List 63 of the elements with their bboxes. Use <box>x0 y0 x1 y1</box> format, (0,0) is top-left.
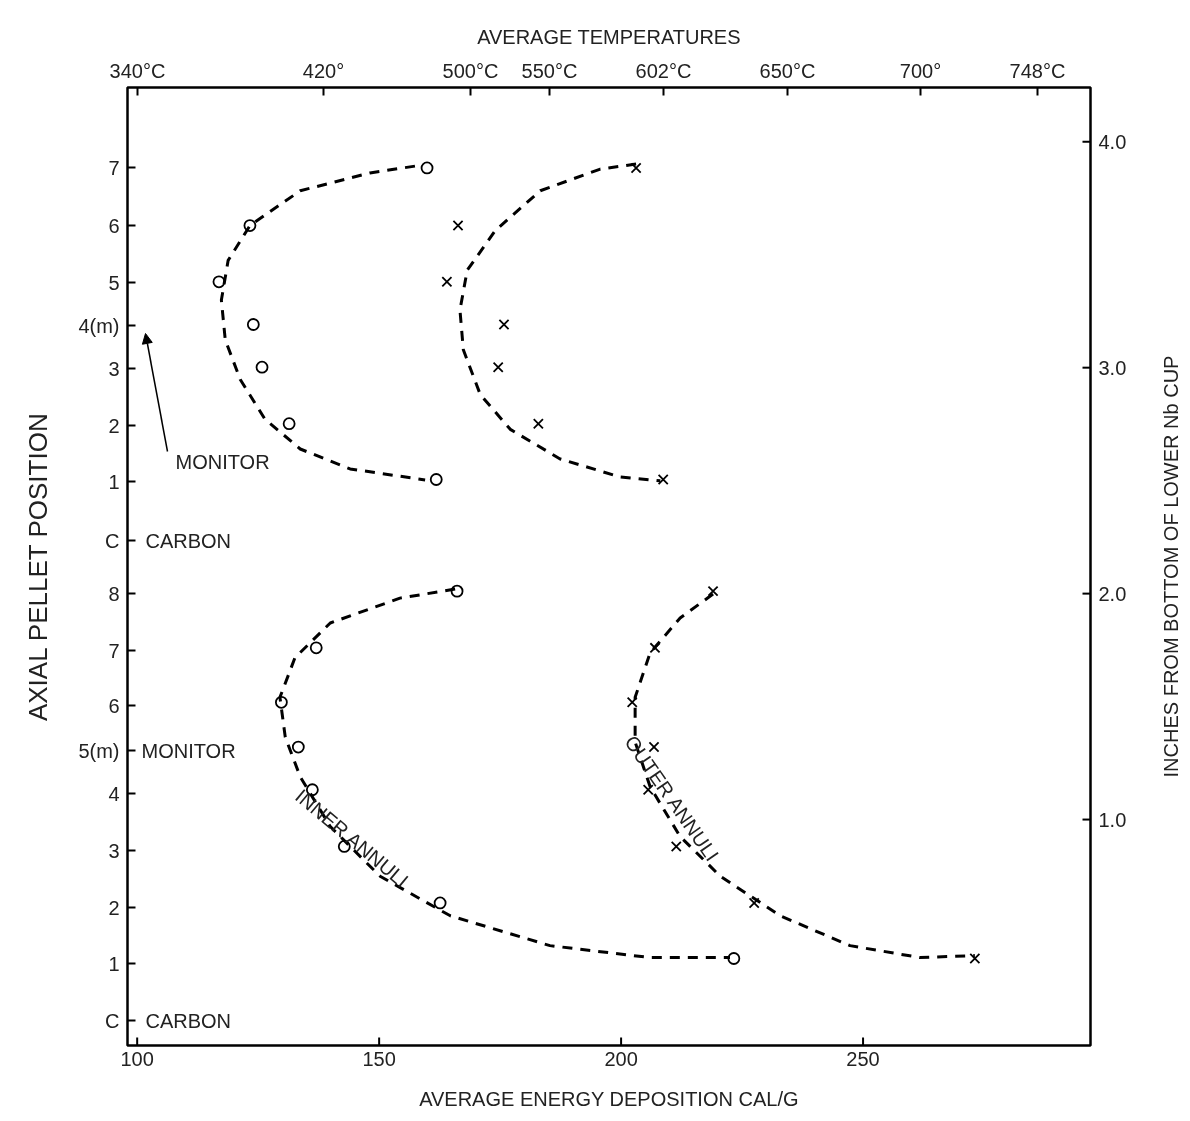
point <box>626 696 638 708</box>
x-axis-title: AVERAGE ENERGY DEPOSITION CAL/G <box>419 1087 799 1110</box>
x-tick-label: 250 <box>846 1047 880 1070</box>
text: 6 <box>108 694 120 717</box>
annotation: MONITOR <box>141 739 236 762</box>
text: 602°C <box>635 59 692 82</box>
text: 5(m) <box>78 739 120 762</box>
text: 700° <box>899 59 942 82</box>
text: 340°C <box>109 59 166 82</box>
text: 3 <box>108 839 120 862</box>
text: 6 <box>108 214 120 237</box>
text: C <box>105 529 120 552</box>
text: 2 <box>108 414 120 437</box>
text: 7 <box>108 639 120 662</box>
x-tick-label: 150 <box>362 1047 396 1070</box>
y2-axis-title: AXIAL PELLET POSITION <box>22 413 53 722</box>
y-tick-label: 1.0 <box>1098 808 1127 831</box>
point <box>212 275 226 289</box>
text: 2 <box>108 896 120 919</box>
point <box>420 161 434 175</box>
y-tick-label: 4.0 <box>1098 130 1127 153</box>
x-tick-label: 100 <box>120 1047 154 1070</box>
y-axis-title: INCHES FROM BOTTOM OF LOWER Nb CUP <box>1159 355 1182 778</box>
point <box>282 417 296 431</box>
text: 1 <box>108 952 120 975</box>
point <box>309 641 323 655</box>
point <box>630 162 642 174</box>
text: 550°C <box>521 59 578 82</box>
y-tick-label: 3.0 <box>1098 356 1127 379</box>
x-tick-label: 200 <box>604 1047 638 1070</box>
text: 420° <box>302 59 345 82</box>
point <box>657 474 669 486</box>
text: 650°C <box>759 59 816 82</box>
text: 7 <box>108 156 120 179</box>
x2-axis-title: AVERAGE TEMPERATURES <box>477 25 741 48</box>
annotation: CARBON <box>145 1009 232 1032</box>
point <box>255 360 269 374</box>
point <box>452 220 464 232</box>
point <box>441 276 453 288</box>
text: C <box>105 1009 120 1032</box>
point <box>649 642 661 654</box>
point <box>433 896 447 910</box>
annotation: CARBON <box>145 529 232 552</box>
point <box>969 953 981 965</box>
point <box>498 319 510 331</box>
point <box>246 318 260 331</box>
y-tick-label: 2.0 <box>1098 582 1127 605</box>
text: 500°C <box>442 59 499 82</box>
point <box>727 952 741 965</box>
point <box>748 897 760 909</box>
text: 5 <box>108 271 120 294</box>
point <box>532 418 544 430</box>
text: 8 <box>108 582 120 605</box>
text: 3 <box>108 357 120 380</box>
point <box>492 361 504 373</box>
text: 1 <box>108 470 120 493</box>
annotation: MONITOR <box>175 450 270 473</box>
text: 4 <box>108 782 120 805</box>
point <box>429 473 443 486</box>
point <box>291 740 305 754</box>
point <box>707 585 719 597</box>
text: 748°C <box>1009 59 1066 82</box>
text: 4(m) <box>78 314 120 337</box>
